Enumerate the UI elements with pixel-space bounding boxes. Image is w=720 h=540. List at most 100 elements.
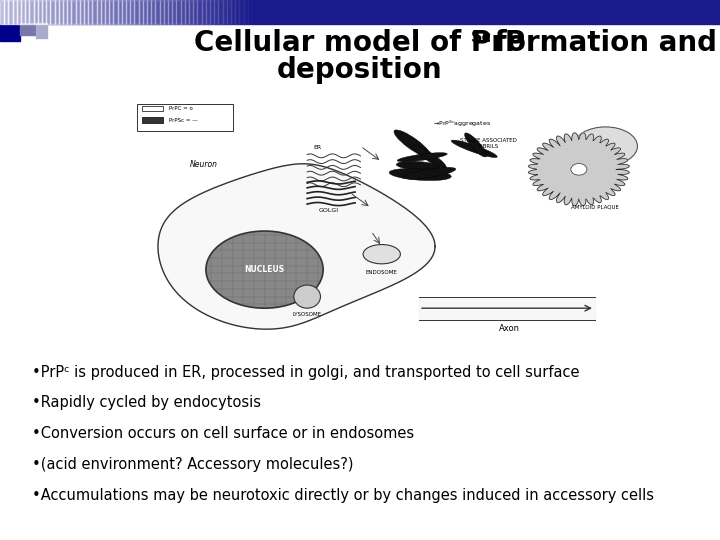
Text: Sc: Sc [471, 30, 492, 45]
Ellipse shape [464, 133, 487, 157]
Bar [231, 0, 235, 24]
Text: AMYLOID PLAQUE: AMYLOID PLAQUE [571, 204, 618, 209]
Bar [117, 0, 122, 24]
Bar [20, 23, 36, 35]
Bar [206, 0, 210, 24]
Bar [218, 0, 222, 24]
Bar [101, 0, 105, 24]
Ellipse shape [451, 140, 498, 158]
Bar [59, 0, 63, 24]
Bar [55, 0, 59, 24]
Ellipse shape [294, 285, 320, 308]
Bar [160, 0, 163, 24]
Bar [172, 0, 176, 24]
Ellipse shape [397, 153, 447, 162]
Text: Neuron: Neuron [190, 160, 218, 170]
Text: Axon: Axon [499, 323, 520, 333]
Circle shape [571, 164, 587, 175]
Bar [227, 0, 231, 24]
Ellipse shape [206, 231, 323, 308]
Bar [185, 0, 189, 24]
Bar [4, 0, 9, 24]
Bar [193, 0, 197, 24]
Text: →PrP$^{Sc}$aggregates: →PrP$^{Sc}$aggregates [433, 119, 490, 130]
Bar [30, 0, 34, 24]
Bar [142, 117, 163, 123]
Bar [181, 0, 185, 24]
Ellipse shape [396, 161, 440, 170]
Bar [156, 0, 160, 24]
Bar [0, 23, 20, 40]
Bar [105, 0, 109, 24]
Bar [36, 23, 47, 38]
Bar [210, 0, 215, 24]
Bar [135, 0, 138, 24]
Bar [67, 0, 71, 24]
Bar [76, 0, 80, 24]
Bar [239, 0, 243, 24]
Bar [222, 0, 227, 24]
Bar [189, 0, 193, 24]
Bar [17, 0, 21, 24]
Bar [235, 0, 239, 24]
Bar [9, 0, 12, 24]
Ellipse shape [390, 168, 451, 180]
Text: •PrPᶜ is produced in ER, processed in golgi, and transported to cell surface: •PrPᶜ is produced in ER, processed in go… [32, 364, 580, 380]
Bar [197, 0, 202, 24]
Text: ENDOSOME: ENDOSOME [366, 269, 397, 275]
Text: Cellular model of PrP: Cellular model of PrP [194, 29, 526, 57]
Bar [96, 0, 101, 24]
Text: deposition: deposition [277, 56, 443, 84]
Bar [126, 0, 130, 24]
Bar [63, 0, 67, 24]
Bar [147, 0, 151, 24]
Bar [71, 0, 76, 24]
Ellipse shape [403, 167, 456, 179]
Bar [142, 106, 163, 111]
Bar [163, 0, 168, 24]
Text: •Rapidly cycled by endocytosis: •Rapidly cycled by endocytosis [32, 395, 261, 410]
Bar [122, 0, 126, 24]
Bar [109, 0, 114, 24]
Bar [215, 0, 218, 24]
Bar [0, 0, 4, 24]
Bar [0, 0, 720, 24]
Text: •Conversion occurs on cell surface or in endosomes: •Conversion occurs on cell surface or in… [32, 426, 415, 441]
Ellipse shape [394, 130, 431, 157]
Text: GOLGI: GOLGI [318, 208, 338, 213]
Text: PrPSc = —: PrPSc = — [168, 118, 197, 123]
Bar [151, 0, 156, 24]
Ellipse shape [363, 245, 400, 264]
Text: •(acid environment? Accessory molecules?): •(acid environment? Accessory molecules?… [32, 457, 354, 472]
Bar [130, 0, 135, 24]
Text: STRAFE ASSOCIATED
FIBRILS: STRAFE ASSOCIATED FIBRILS [460, 138, 517, 149]
Bar [80, 0, 84, 24]
Bar [46, 0, 50, 24]
Bar [143, 0, 147, 24]
Bar [12, 0, 17, 24]
Ellipse shape [413, 145, 446, 168]
Bar [88, 0, 92, 24]
Bar [243, 0, 248, 24]
Text: formation and: formation and [485, 29, 717, 57]
Bar [248, 0, 252, 24]
Bar [50, 0, 55, 24]
Ellipse shape [574, 127, 637, 165]
Bar [42, 0, 46, 24]
Bar [84, 0, 88, 24]
Bar [202, 0, 206, 24]
Text: ER: ER [314, 145, 322, 150]
Polygon shape [158, 164, 435, 329]
Bar [168, 0, 172, 24]
Text: LYSOSOME: LYSOSOME [292, 312, 322, 317]
Polygon shape [528, 133, 629, 206]
Bar [25, 0, 30, 24]
Bar [21, 0, 25, 24]
Bar [37, 0, 42, 24]
Bar [176, 0, 181, 24]
Bar [34, 0, 37, 24]
Bar [137, 104, 233, 131]
Bar [114, 0, 117, 24]
Text: •Accumulations may be neurotoxic directly or by changes induced in accessory cel: •Accumulations may be neurotoxic directl… [32, 488, 654, 503]
Text: PrPC = o: PrPC = o [168, 106, 192, 111]
